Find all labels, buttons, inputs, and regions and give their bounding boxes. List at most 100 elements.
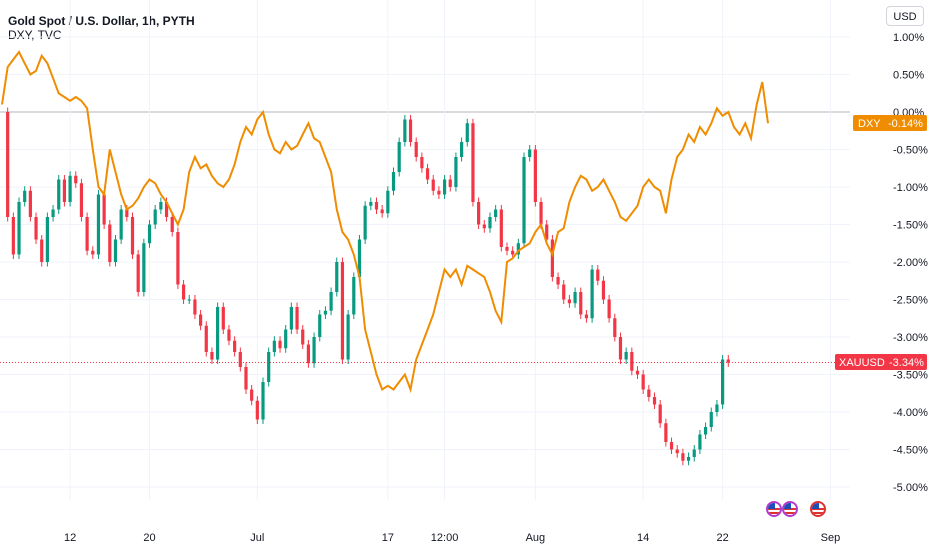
- xau-candle: [51, 209, 55, 217]
- xau-candle: [664, 423, 668, 442]
- xau-candle: [68, 175, 72, 202]
- xau-candle: [23, 190, 27, 202]
- xau-candle: [91, 250, 95, 255]
- xauusd-series: [0, 107, 835, 466]
- dxy-badge-label: DXY: [858, 118, 881, 130]
- flag-icon[interactable]: [766, 501, 782, 517]
- xau-candle: [539, 202, 543, 225]
- xau-candle: [715, 404, 719, 412]
- xau-candle: [386, 190, 390, 214]
- currency-button[interactable]: USD: [886, 6, 924, 26]
- xau-candle: [295, 307, 299, 330]
- xau-candle: [448, 179, 452, 187]
- grid-layer: [0, 0, 850, 500]
- y-tick-label: -4.00%: [893, 407, 928, 419]
- xau-candle: [414, 142, 418, 157]
- y-tick-label: -3.50%: [893, 370, 928, 382]
- xau-candle: [431, 179, 435, 191]
- xau-candle: [198, 314, 203, 326]
- xau-candle: [380, 209, 384, 214]
- xau-candle: [726, 359, 730, 363]
- xau-candle: [357, 239, 362, 277]
- xau-candle: [460, 142, 464, 157]
- x-tick-label: 20: [143, 532, 155, 544]
- xau-candle: [329, 292, 333, 311]
- dxy-price-badge: DXY -0.14%: [853, 115, 927, 131]
- xau-candle: [250, 389, 254, 401]
- x-tick-label: Sep: [821, 532, 841, 544]
- xau-candle: [652, 397, 657, 405]
- xau-candle: [686, 457, 691, 461]
- xau-candle: [170, 217, 174, 232]
- xau-candle: [233, 340, 237, 352]
- xau-candle: [641, 374, 645, 390]
- xau-candle: [420, 157, 424, 169]
- xau-candle: [601, 280, 606, 300]
- xau-candle: [698, 434, 702, 450]
- xau-candle: [454, 157, 458, 187]
- xau-candle: [40, 239, 44, 262]
- xau-candle: [391, 172, 396, 191]
- xau-candle: [596, 269, 600, 281]
- y-tick-label: -1.50%: [893, 220, 928, 232]
- xau-candle: [221, 307, 225, 330]
- xau-candle: [482, 224, 486, 229]
- xau-candle: [516, 243, 520, 255]
- xau-candle: [545, 224, 549, 240]
- y-tick-label: -5.00%: [893, 482, 928, 494]
- x-axis: 12 20 Jul 17 12:00 Aug 14 22 Sep: [64, 532, 840, 544]
- xau-candle: [62, 179, 67, 202]
- xau-candle: [352, 277, 356, 315]
- y-tick-label: -2.50%: [893, 295, 928, 307]
- dxy-series-line: [1, 50, 769, 394]
- xau-candle: [363, 205, 367, 240]
- xau-candle: [267, 352, 271, 382]
- flag-icon[interactable]: [810, 501, 826, 517]
- xau-candle: [74, 175, 78, 184]
- xau-candle: [505, 247, 509, 251]
- xau-candle: [142, 243, 146, 292]
- y-axis: 1.00%0.50%0.00%-0.50%-1.00%-1.50%-2.00%-…: [893, 32, 928, 494]
- xau-candle: [227, 329, 231, 341]
- xau-candle: [176, 232, 180, 285]
- xau-candle: [607, 299, 611, 319]
- xau-candle: [11, 217, 15, 255]
- xau-candle: [709, 412, 713, 427]
- y-tick-label: 0.50%: [893, 70, 924, 82]
- xau-candle: [125, 209, 129, 217]
- flag-icon[interactable]: [782, 501, 798, 517]
- xau-candle: [147, 224, 152, 244]
- xau-candle: [306, 344, 310, 364]
- xau-candle: [522, 157, 526, 244]
- xau-candle: [397, 142, 401, 172]
- xau-candle: [403, 119, 407, 142]
- xau-candle: [164, 202, 169, 217]
- xau-candle: [57, 179, 61, 210]
- xau-candle: [340, 262, 345, 360]
- xau-candle: [584, 314, 589, 319]
- x-tick-label: Jul: [250, 532, 264, 544]
- xau-candle: [618, 337, 623, 360]
- xau-candle: [635, 370, 640, 375]
- xau-candle: [6, 112, 10, 217]
- xau-candle: [255, 400, 259, 420]
- xau-candle: [721, 359, 725, 405]
- dxy-badge-value: -0.14%: [888, 118, 923, 130]
- chart-title: Gold Spot / U.S. Dollar, 1h, PYTH: [8, 14, 195, 28]
- xau-candle: [550, 239, 554, 277]
- xau-candle: [210, 352, 214, 360]
- xau-candle: [369, 202, 373, 206]
- xau-candle: [488, 217, 492, 229]
- xau-candle: [374, 202, 379, 210]
- xau-candle: [579, 292, 583, 315]
- xau-candle: [216, 307, 220, 360]
- xau-candle: [284, 329, 288, 349]
- xau-candle: [34, 217, 38, 240]
- y-tick-label: -0.50%: [893, 145, 928, 157]
- x-tick-label: 22: [716, 532, 728, 544]
- y-tick-label: -3.00%: [893, 332, 928, 344]
- xau-candle: [613, 318, 617, 337]
- xau-candle: [681, 453, 685, 461]
- xau-candle: [533, 149, 537, 202]
